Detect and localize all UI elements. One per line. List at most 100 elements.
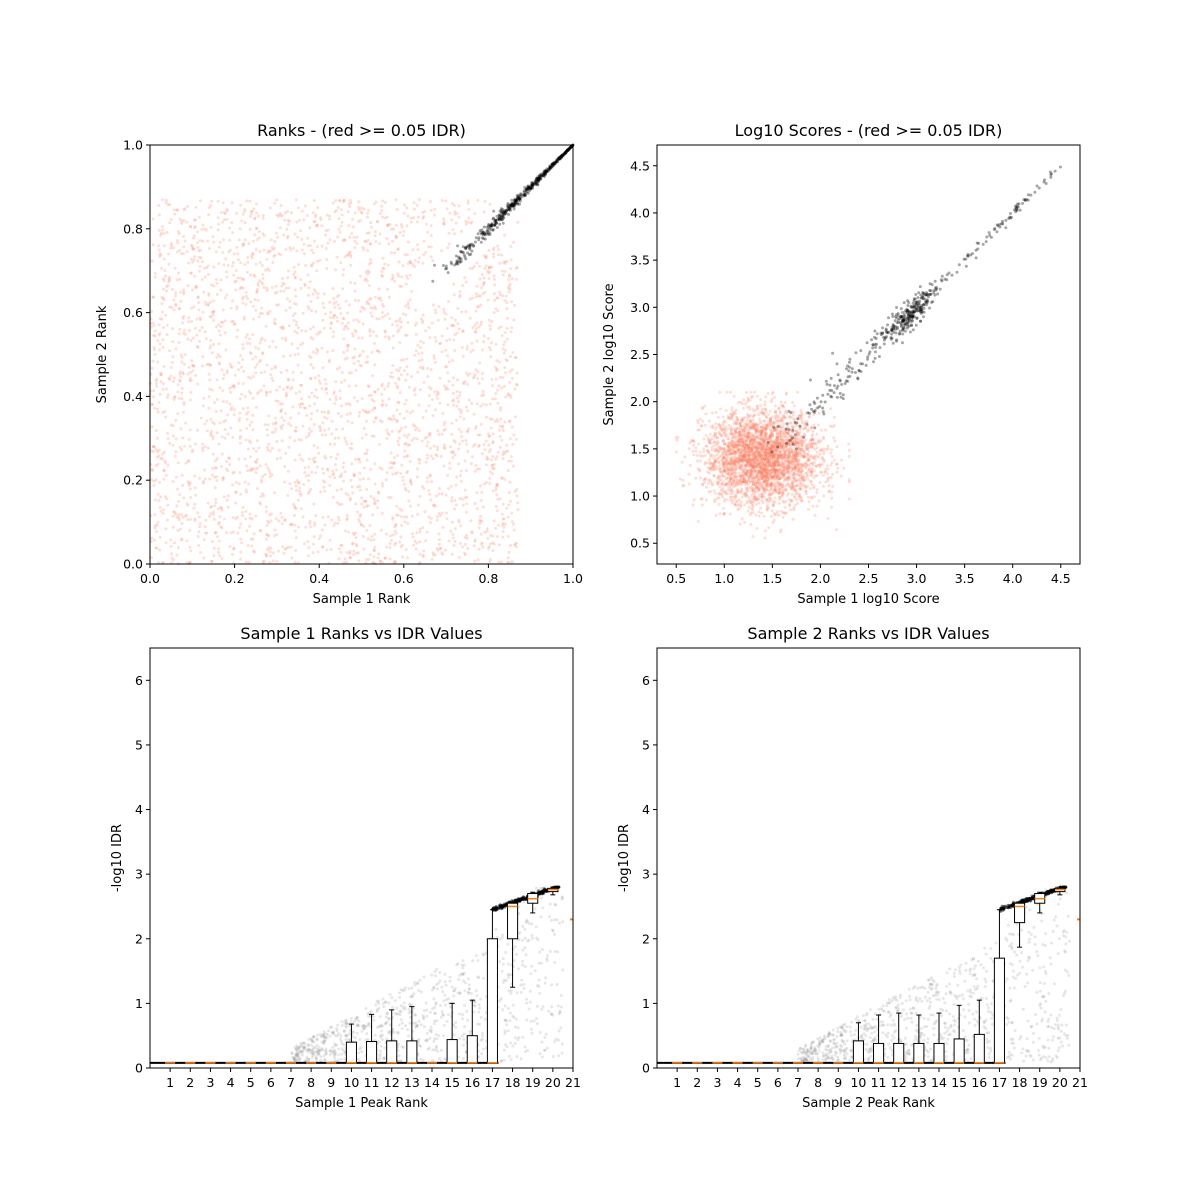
scatter-point [218, 240, 222, 244]
scatter-point [404, 441, 408, 445]
scatter-point [457, 427, 461, 431]
scatter-point [784, 391, 788, 395]
scatter-point [239, 522, 243, 526]
scatter-point [153, 512, 157, 516]
scatter-point [340, 213, 344, 217]
scatter-point [413, 308, 417, 312]
scatter-point [491, 441, 495, 445]
scatter-point [348, 411, 352, 415]
scatter-point [170, 241, 174, 245]
scatter-point [357, 320, 361, 324]
scatter-point [342, 328, 346, 332]
scatter-point [268, 390, 272, 394]
scatter-point [399, 320, 403, 324]
scatter-point [451, 383, 455, 387]
scatter-point [437, 305, 441, 309]
scatter-point [226, 263, 230, 267]
scatter-point [151, 295, 155, 299]
scatter-point [500, 386, 504, 390]
scatter-point [485, 529, 489, 533]
scatter-point [354, 384, 358, 388]
scatter-point [478, 522, 482, 526]
scatter-point [415, 321, 419, 325]
scatter-point [481, 505, 485, 509]
scatter-point [280, 408, 284, 412]
scatter-point [380, 208, 384, 212]
scatter-point [501, 521, 505, 525]
scatter-point [238, 436, 242, 440]
subplot-1: Ranks - (red >= 0.05 IDR)Sample 1 RankSa… [95, 121, 583, 607]
scatter-point [438, 546, 442, 550]
scatter-point [234, 517, 238, 521]
scatter-point [163, 410, 167, 414]
scatter-point [457, 447, 461, 451]
scatter-point [178, 379, 182, 383]
scatter-point [196, 534, 200, 538]
scatter-point [466, 201, 470, 205]
scatter-point [248, 455, 252, 459]
scatter-point [449, 450, 453, 454]
scatter-point [820, 470, 824, 474]
scatter-point [159, 456, 163, 460]
scatter-point [159, 373, 163, 377]
scatter-point [433, 361, 437, 365]
scatter-point [249, 212, 253, 216]
scatter-point [508, 437, 512, 441]
scatter-point [234, 501, 238, 505]
scatter-point [299, 405, 303, 409]
scatter-point [499, 325, 503, 329]
scatter-point [494, 342, 498, 346]
scatter-point [458, 260, 462, 264]
scatter-point [247, 560, 251, 564]
scatter-point [247, 482, 251, 486]
scatter-point [296, 326, 300, 330]
scatter-point [191, 260, 195, 264]
scatter-point [221, 321, 225, 325]
scatter-point [351, 334, 355, 338]
scatter-point [465, 371, 469, 375]
scatter-point [209, 300, 213, 304]
scatter-point [211, 452, 215, 456]
scatter-point [513, 489, 517, 493]
scatter-point [470, 401, 474, 405]
scatter-point [203, 468, 207, 472]
scatter-point [339, 208, 343, 212]
scatter-point [362, 248, 366, 252]
scatter-point [382, 304, 386, 308]
scatter-point [403, 486, 407, 490]
scatter-point [205, 266, 209, 270]
scatter-point [176, 229, 180, 233]
scatter-point [150, 402, 154, 406]
scatter-point [312, 460, 316, 464]
scatter-point [432, 503, 436, 507]
scatter-point [261, 351, 265, 355]
scatter-point [380, 311, 384, 315]
scatter-point [181, 410, 185, 414]
scatter-point [249, 273, 253, 277]
scatter-point [409, 480, 413, 484]
scatter-point [152, 483, 156, 487]
scatter-point [150, 310, 154, 314]
scatter-point [166, 395, 170, 399]
scatter-point [488, 542, 492, 546]
scatter-point [201, 449, 205, 453]
scatter-point [301, 515, 305, 519]
scatter-point [318, 429, 322, 433]
scatter-point [296, 352, 300, 356]
scatter-point [379, 298, 383, 302]
scatter-point [391, 276, 395, 280]
scatter-point [831, 484, 835, 488]
scatter-point [180, 473, 184, 477]
scatter-point [469, 221, 473, 225]
scatter-point [376, 387, 380, 391]
scatter-point [429, 387, 433, 391]
scatter-point [360, 336, 364, 340]
scatter-point [440, 511, 444, 515]
scatter-point [332, 392, 336, 396]
scatter-point [176, 271, 180, 275]
scatter-point [466, 251, 470, 255]
scatter-point [268, 449, 272, 453]
scatter-point [151, 450, 155, 454]
scatter-point [188, 376, 192, 380]
scatter-point [373, 406, 377, 410]
